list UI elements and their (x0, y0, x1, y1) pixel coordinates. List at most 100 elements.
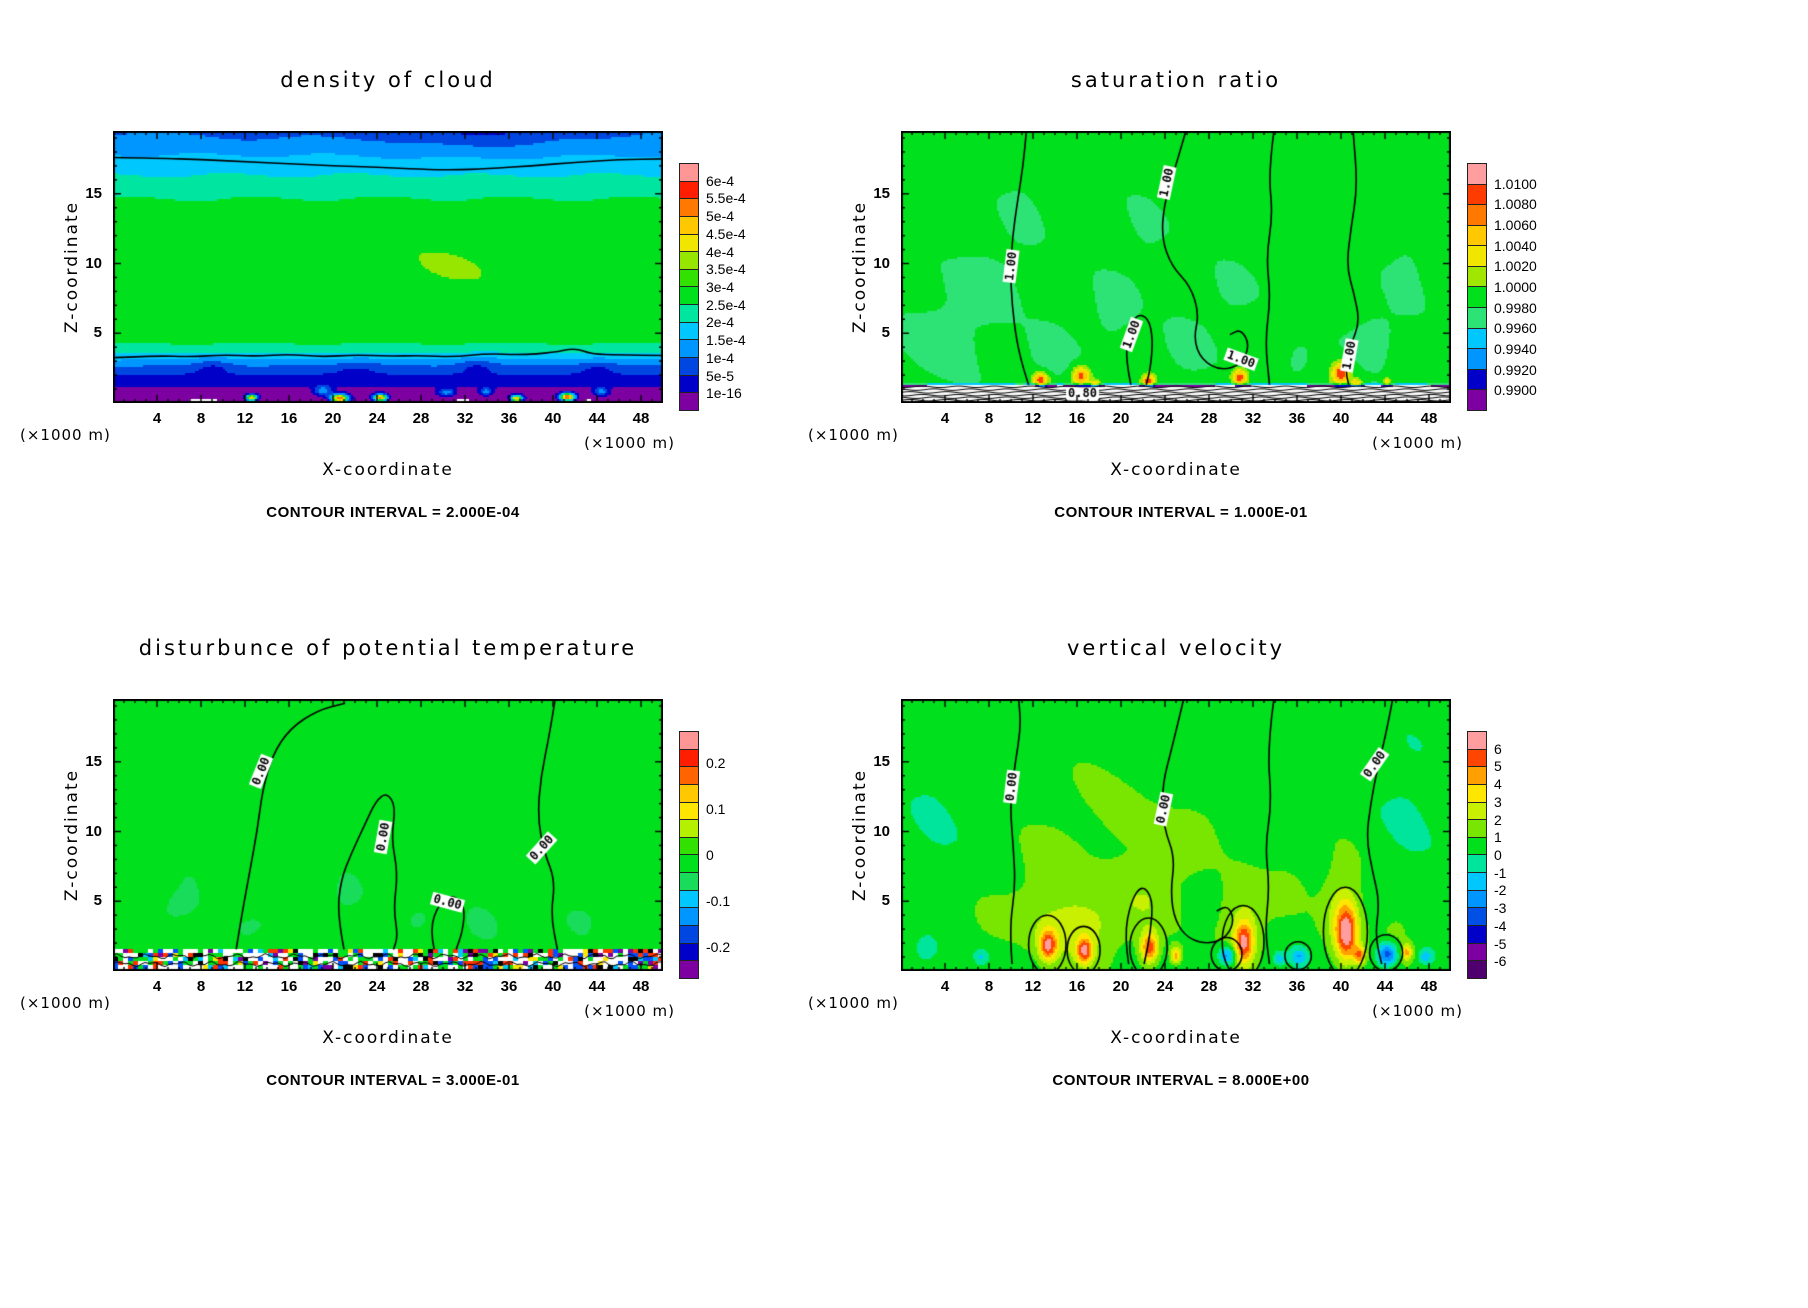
x-tick-label: 20 (324, 410, 342, 427)
x-tick-label: 16 (1068, 978, 1086, 995)
y-tick-label: 15 (85, 752, 102, 770)
colorbar-label: 4e-4 (706, 243, 735, 260)
colorbar-segment (1467, 837, 1487, 856)
colorbar-label: 1 (1494, 829, 1502, 846)
x-tick-label: 24 (368, 410, 386, 427)
colorbar-label: 5 (1494, 758, 1502, 775)
x-tick-label: 36 (500, 978, 518, 995)
chart-title: disturbunce of potential temperature (138, 636, 638, 660)
colorbar-segment (1467, 908, 1487, 927)
colorbar-segment (1467, 246, 1487, 267)
y-tick-label: 10 (873, 822, 890, 840)
colorbar-segment (679, 163, 699, 182)
colorbar-label: -5 (1494, 935, 1507, 952)
x-unit-left: (×1000 m) (808, 426, 899, 444)
x-tick-label: 12 (1024, 410, 1042, 427)
x-tick-label: 36 (500, 410, 518, 427)
x-tick-label: 8 (984, 978, 994, 995)
y-tick-label: 10 (873, 254, 890, 272)
colorbar-segment (1467, 926, 1487, 944)
colorbar-segment (679, 802, 699, 821)
x-tick-label: 28 (412, 978, 430, 995)
colorbar-label: -0.1 (706, 892, 731, 909)
colorbar-segment (1467, 184, 1487, 206)
colorbar-segment (679, 305, 699, 323)
x-tick-label: 20 (1112, 978, 1130, 995)
contour-plot (901, 131, 1451, 403)
x-tick-label: 24 (1156, 410, 1174, 427)
colorbar-segment (1467, 163, 1487, 185)
colorbar-segment (679, 926, 699, 944)
x-tick-label: 40 (544, 410, 562, 427)
chart-title: vertical velocity (1066, 636, 1286, 660)
colorbar-label: -3 (1494, 900, 1507, 917)
x-tick-label: 8 (196, 978, 206, 995)
x-tick-label: 28 (1200, 410, 1218, 427)
x-axis-title: X-coordinate (1110, 1028, 1242, 1048)
y-tick-label: 15 (873, 184, 890, 202)
x-tick-label: 44 (588, 410, 606, 427)
panel-saturation-ratio: saturation ratio Z-coordinate 5 10 15 4 8 12… (806, 58, 1686, 626)
x-tick-label: 48 (1420, 978, 1438, 995)
colorbar-segment (679, 767, 699, 785)
colorbar-segment (679, 731, 699, 750)
x-tick-label: 40 (1332, 410, 1350, 427)
colorbar-label: 3.5e-4 (706, 261, 746, 278)
colorbar-label: -0.2 (706, 938, 731, 955)
colorbar-segment (1467, 820, 1487, 838)
colorbar-label: 1.0080 (1494, 196, 1537, 213)
x-unit-right: (×1000 m) (1372, 434, 1463, 452)
colorbar-label: 1.5e-4 (706, 332, 746, 349)
colorbar-segment (679, 855, 699, 874)
colorbar-segment (679, 340, 699, 359)
y-tick-label: 10 (85, 822, 102, 840)
colorbar-segment (679, 322, 699, 341)
x-tick-label: 16 (280, 978, 298, 995)
colorbar-label: 5e-4 (706, 208, 735, 225)
x-unit-right: (×1000 m) (584, 434, 675, 452)
colorbar (679, 731, 699, 979)
chart-title: saturation ratio (1070, 68, 1282, 92)
x-unit-right: (×1000 m) (1372, 1002, 1463, 1020)
x-tick-label: 8 (984, 410, 994, 427)
y-tick-label: 15 (85, 184, 102, 202)
x-tick-label: 4 (940, 978, 950, 995)
colorbar-segment (1467, 308, 1487, 329)
colorbar-label: 1.0100 (1494, 175, 1537, 192)
contour-plot (901, 699, 1451, 971)
colorbar-label: -2 (1494, 882, 1507, 899)
colorbar-label: 0.2 (706, 755, 726, 772)
x-tick-label: 32 (1244, 410, 1262, 427)
colorbar-label: 4.5e-4 (706, 225, 746, 242)
x-tick-label: 24 (368, 978, 386, 995)
colorbar-label: 0.9940 (1494, 341, 1537, 357)
colorbar-segment (679, 358, 699, 376)
y-tick-label: 5 (93, 892, 102, 910)
colorbar-segment (679, 820, 699, 838)
colorbar-segment (1467, 225, 1487, 247)
colorbar-segment (679, 252, 699, 270)
chart-title: density of cloud (280, 68, 496, 92)
colorbar-label: 3 (1494, 793, 1502, 810)
x-tick-label: 32 (1244, 978, 1262, 995)
contour-interval-caption: CONTOUR INTERVAL = 3.000E-01 (266, 1072, 520, 1089)
x-tick-label: 44 (1376, 410, 1394, 427)
x-tick-label: 48 (632, 410, 650, 427)
x-tick-label: 12 (236, 410, 254, 427)
x-tick-label: 12 (236, 978, 254, 995)
x-tick-label: 4 (152, 410, 162, 427)
panel-potential-temperature-disturbance: disturbunce of potential temperature Z-c… (18, 626, 898, 1194)
x-tick-label: 48 (1420, 410, 1438, 427)
colorbar-segment (679, 181, 699, 200)
colorbar-label: 1.0060 (1494, 217, 1537, 233)
colorbar-segment (679, 749, 699, 768)
colorbar-label: 3e-4 (706, 279, 735, 295)
x-tick-label: 28 (1200, 978, 1218, 995)
colorbar-segment (679, 216, 699, 235)
x-tick-label: 28 (412, 410, 430, 427)
colorbar-segment (1467, 873, 1487, 891)
colorbar-segment (1467, 855, 1487, 874)
colorbar-label: 0.1 (706, 801, 726, 818)
x-axis-title: X-coordinate (322, 1028, 454, 1048)
colorbar-label: 0.9960 (1494, 320, 1537, 337)
